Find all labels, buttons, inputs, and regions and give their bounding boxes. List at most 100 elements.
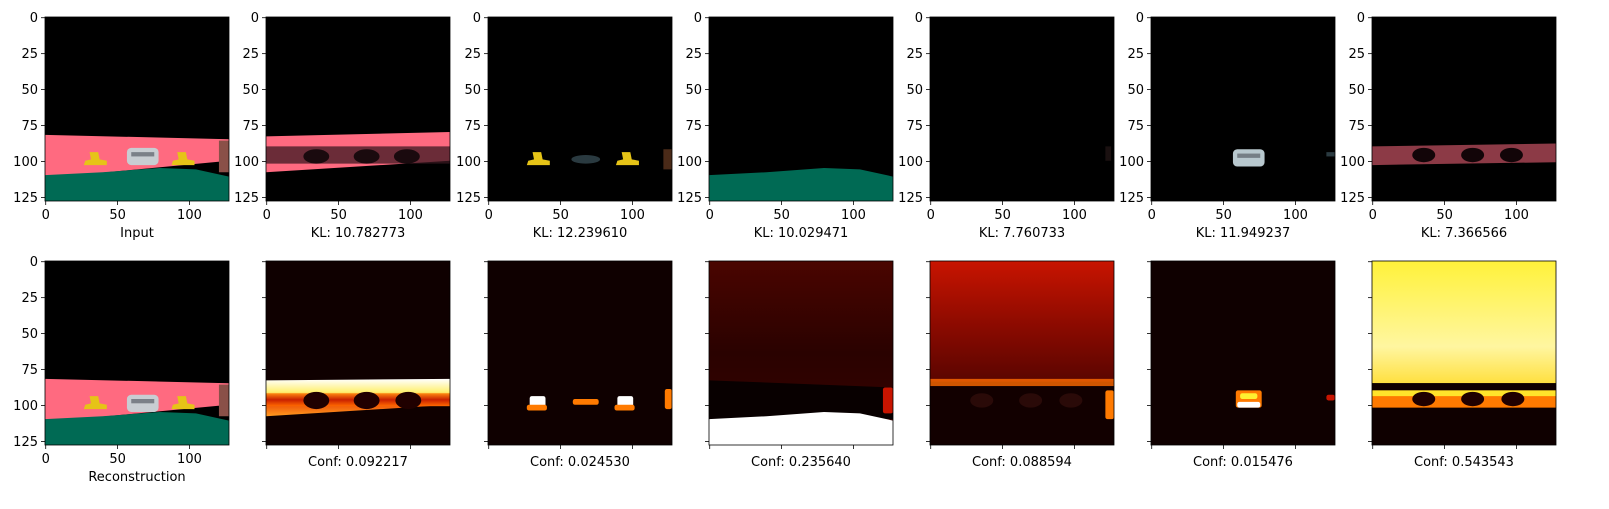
image-panel: 0 50 100 0 25 50 75 100 125 Input [13, 11, 230, 241]
image-panel: 0 50 100 0 25 50 75 100 125 KL: 12.239610 [456, 11, 673, 241]
heat-obstacle-shadow [1461, 391, 1485, 407]
y-tick-label: 0 [1136, 11, 1144, 26]
panel-caption: Conf: 0.092217 [308, 455, 408, 470]
image-panel: 0 50 100 0 25 50 75 100 125 KL: 10.029471 [677, 11, 894, 241]
y-tick-label: 0 [30, 11, 38, 26]
faint-car-mark [571, 155, 601, 164]
y-tick-label: 125 [456, 191, 481, 206]
y-tick-label: 100 [234, 155, 259, 170]
y-tick-label: 100 [898, 155, 923, 170]
obstacle-shadow [353, 149, 380, 164]
sign-mark [83, 396, 107, 410]
obstacle-shadow [393, 149, 420, 164]
panel-content [266, 261, 450, 445]
y-tick-label: 75 [21, 119, 38, 134]
panel-content [1232, 149, 1335, 167]
faint-mark [1105, 146, 1112, 161]
panel-content [45, 378, 229, 445]
panel-background [930, 17, 1114, 201]
y-tick-label: 0 [694, 11, 702, 26]
panel-frame [1150, 260, 1336, 446]
panel-background [1372, 17, 1556, 201]
heat-road-highlight [1372, 390, 1556, 397]
heat-car-bottom [1237, 401, 1261, 408]
heat-sky [930, 261, 1114, 382]
panel-background [1151, 17, 1335, 201]
panel-frame [929, 260, 1115, 446]
panel-content [1372, 143, 1556, 166]
panel-background [266, 17, 450, 201]
heat-obstacle-shadow [1412, 391, 1436, 407]
panel-frame [1371, 260, 1557, 446]
y-tick-label: 0 [1357, 11, 1365, 26]
x-tick-label: 0 [706, 208, 714, 223]
y-tick-label: 125 [234, 191, 259, 206]
x-tick-label: 100 [841, 208, 866, 223]
x-tick-label: 0 [42, 452, 50, 467]
heat-ground [930, 381, 1114, 445]
panel-caption: KL: 7.366566 [1421, 226, 1507, 241]
image-panel: Conf: 0.235640 [705, 260, 894, 470]
sign-mark [615, 152, 639, 166]
y-tick-label: 100 [13, 399, 38, 414]
panel-content [266, 132, 450, 173]
heat-edge [1326, 394, 1335, 401]
panel-frame [265, 260, 451, 446]
x-tick-label: 50 [109, 208, 126, 223]
panel-caption: Conf: 0.235640 [751, 455, 851, 470]
y-tick-label: 25 [242, 47, 259, 62]
y-tick-label: 50 [242, 83, 259, 98]
panel-content [488, 261, 672, 445]
image-panel: 0 50 100 0 25 50 75 100 125 Reconstruction [13, 255, 230, 485]
heat-obstacle-shadow [970, 393, 994, 408]
heat-edge [1105, 390, 1114, 420]
y-tick-label: 75 [242, 119, 259, 134]
car-window-mark [131, 399, 155, 404]
y-tick-label: 125 [13, 435, 38, 450]
panel-caption: Input [120, 226, 154, 241]
image-panel: 0 50 100 0 25 50 75 100 125 KL: 11.949237 [1119, 11, 1336, 241]
x-tick-label: 0 [263, 208, 271, 223]
x-tick-label: 50 [1436, 208, 1453, 223]
roadside-object-mark [663, 149, 672, 170]
panel-content [526, 149, 672, 170]
x-tick-label: 100 [177, 452, 202, 467]
x-tick-label: 100 [177, 208, 202, 223]
x-tick-label: 50 [1215, 208, 1232, 223]
x-tick-label: 100 [398, 208, 423, 223]
y-tick-label: 0 [251, 11, 259, 26]
heat-obstacle-shadow [395, 391, 422, 410]
panel-caption: Reconstruction [88, 470, 185, 485]
roadside-object-mark [218, 384, 229, 417]
y-tick-label: 25 [1348, 47, 1365, 62]
panel-caption: Conf: 0.015476 [1193, 455, 1293, 470]
sign-mark [526, 152, 550, 166]
panel-caption: KL: 7.760733 [979, 226, 1065, 241]
x-tick-label: 0 [485, 208, 493, 223]
panel-frame [44, 260, 230, 446]
heat-car-top [1240, 393, 1258, 399]
y-tick-label: 75 [464, 119, 481, 134]
y-tick-label: 0 [30, 255, 38, 270]
image-panel: 0 50 100 0 25 50 75 100 125 KL: 7.366566 [1340, 11, 1557, 241]
panel-caption: KL: 11.949237 [1196, 226, 1291, 241]
heat-background [266, 261, 450, 445]
y-tick-label: 0 [473, 11, 481, 26]
sign-mark [171, 152, 195, 166]
y-tick-label: 25 [21, 291, 38, 306]
y-tick-label: 50 [906, 83, 923, 98]
panel-frame [265, 16, 451, 202]
heat-obstacle-shadow [353, 391, 380, 410]
x-tick-label: 0 [1369, 208, 1377, 223]
x-tick-label: 50 [552, 208, 569, 223]
y-tick-label: 0 [915, 11, 923, 26]
heat-sky-bright [1372, 261, 1556, 384]
y-tick-label: 25 [21, 47, 38, 62]
x-tick-label: 100 [1283, 208, 1308, 223]
y-tick-label: 75 [1348, 119, 1365, 134]
sign-mark [171, 396, 195, 410]
panel-content [709, 167, 893, 201]
panel-frame [487, 16, 673, 202]
y-tick-label: 125 [1340, 191, 1365, 206]
